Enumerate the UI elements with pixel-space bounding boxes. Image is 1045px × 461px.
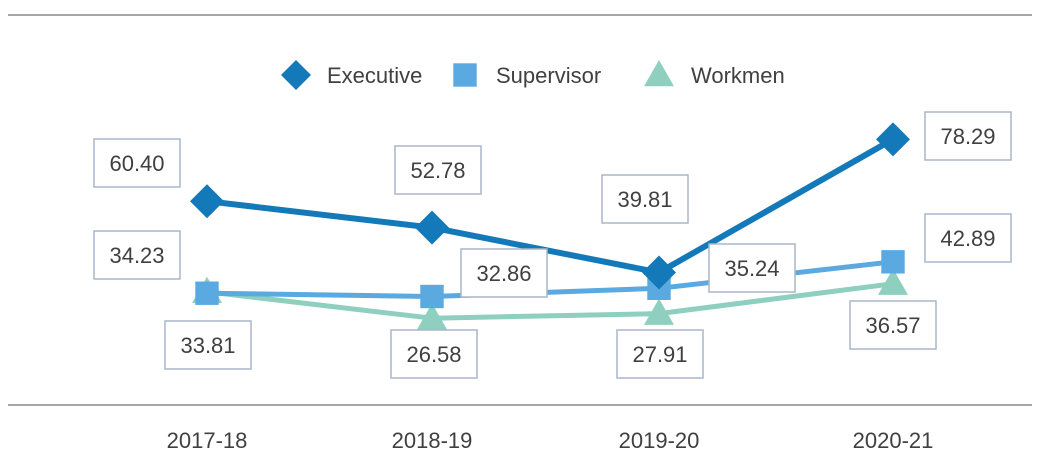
point-executive-2018-19 xyxy=(415,210,449,245)
data-label-supervisor-2017-18: 33.81 xyxy=(164,320,252,370)
x-tick-label-2017-18: 2017-18 xyxy=(167,428,248,453)
point-workmen-2019-20 xyxy=(644,298,674,325)
legend: Executive Supervisor Workmen xyxy=(281,60,785,90)
x-axis-tick-labels: 2017-18 2018-19 2019-20 2020-21 xyxy=(167,428,934,453)
svg-text:36.57: 36.57 xyxy=(865,313,920,338)
data-label-workmen-2017-18: 34.23 xyxy=(93,230,181,280)
data-labels: 60.40 52.78 39.81 78.29 33.81 32.86 35.24 42.89… xyxy=(93,111,1012,379)
legend-label-executive: Executive xyxy=(327,63,422,88)
data-label-workmen-2018-19: 26.58 xyxy=(390,329,478,379)
svg-text:32.86: 32.86 xyxy=(476,261,531,286)
point-executive-2020-21 xyxy=(876,122,910,157)
svg-text:60.40: 60.40 xyxy=(109,151,164,176)
x-tick-label-2020-21: 2020-21 xyxy=(853,428,934,453)
svg-text:26.58: 26.58 xyxy=(406,342,461,367)
legend-label-workmen: Workmen xyxy=(691,63,785,88)
point-executive-2017-18 xyxy=(190,184,224,219)
svg-text:33.81: 33.81 xyxy=(180,333,235,358)
svg-text:52.78: 52.78 xyxy=(410,158,465,183)
point-executive-2019-20 xyxy=(642,255,676,290)
x-tick-label-2019-20: 2019-20 xyxy=(619,428,700,453)
svg-text:78.29: 78.29 xyxy=(940,124,995,149)
point-workmen-2018-19 xyxy=(417,303,447,330)
data-label-executive-2018-19: 52.78 xyxy=(394,145,482,195)
data-label-workmen-2020-21: 36.57 xyxy=(849,300,937,350)
data-label-supervisor-2020-21: 42.89 xyxy=(924,213,1012,263)
data-label-executive-2017-18: 60.40 xyxy=(93,138,181,188)
point-supervisor-2018-19 xyxy=(420,284,444,309)
legend-marker-executive xyxy=(281,60,311,90)
svg-text:34.23: 34.23 xyxy=(109,243,164,268)
series-markers xyxy=(190,122,910,330)
data-label-supervisor-2019-20: 35.24 xyxy=(708,243,796,293)
legend-label-supervisor: Supervisor xyxy=(496,63,601,88)
legend-marker-supervisor xyxy=(453,63,477,87)
data-label-supervisor-2018-19: 32.86 xyxy=(460,248,548,298)
svg-text:39.81: 39.81 xyxy=(617,187,672,212)
series-line-workmen xyxy=(206,281,894,321)
data-label-executive-2019-20: 39.81 xyxy=(601,174,689,224)
svg-text:35.24: 35.24 xyxy=(724,256,779,281)
point-supervisor-2017-18 xyxy=(195,281,219,305)
point-supervisor-2020-21 xyxy=(881,250,905,274)
x-tick-label-2018-19: 2018-19 xyxy=(392,428,473,453)
legend-marker-workmen xyxy=(644,60,674,87)
svg-text:27.91: 27.91 xyxy=(632,342,687,367)
data-label-workmen-2019-20: 27.91 xyxy=(616,329,704,379)
point-workmen-2020-21 xyxy=(878,268,908,295)
data-label-executive-2020-21: 78.29 xyxy=(924,111,1012,161)
svg-text:42.89: 42.89 xyxy=(940,226,995,251)
